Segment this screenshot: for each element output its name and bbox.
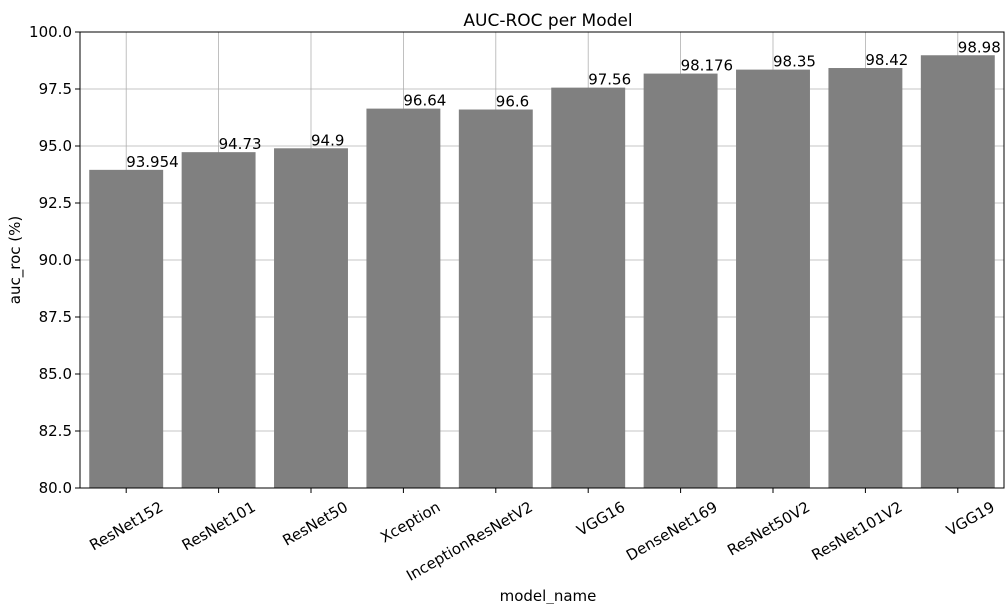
bar bbox=[643, 73, 718, 489]
value-label: 96.6 bbox=[496, 93, 529, 111]
plot-frame bbox=[79, 31, 1005, 489]
bar bbox=[828, 68, 903, 489]
value-label: 98.98 bbox=[958, 38, 1001, 56]
bars bbox=[89, 55, 995, 489]
bar bbox=[458, 109, 533, 489]
y-axis-ticks: 80.0 82.5 85.0 87.5 90.0 92.5 95.0 97.5 100.0 bbox=[29, 23, 80, 497]
bar bbox=[551, 87, 626, 489]
x-tick-label: DenseNet169 bbox=[623, 498, 721, 565]
value-label: 93.954 bbox=[126, 153, 179, 171]
bar bbox=[736, 69, 810, 489]
value-label: 94.9 bbox=[311, 131, 344, 149]
y-tick-label: 97.5 bbox=[39, 80, 72, 98]
value-labels: 93.954 94.73 94.9 96.64 96.6 97.56 98.176 98.35… bbox=[126, 38, 1001, 171]
bar bbox=[181, 152, 256, 488]
x-tick-label: Xception bbox=[377, 498, 443, 547]
value-label: 98.176 bbox=[681, 57, 734, 75]
x-tick-label: ResNet50V2 bbox=[724, 498, 813, 560]
x-tick-label: ResNet152 bbox=[86, 498, 166, 554]
bar bbox=[89, 169, 164, 488]
value-label: 94.73 bbox=[219, 135, 262, 153]
y-tick-label: 87.5 bbox=[39, 308, 72, 326]
y-tick-label: 100.0 bbox=[29, 23, 72, 41]
y-tick-label: 82.5 bbox=[39, 422, 72, 440]
x-tick-label: ResNet50 bbox=[279, 498, 351, 550]
y-tick-label: 85.0 bbox=[39, 365, 72, 383]
x-tick-label: ResNet101 bbox=[179, 498, 259, 554]
value-label: 97.56 bbox=[588, 71, 631, 89]
bar bbox=[920, 55, 995, 488]
x-tick-label: ResNet101V2 bbox=[808, 498, 905, 564]
chart-title: AUC-ROC per Model bbox=[463, 11, 632, 31]
y-tick-label: 90.0 bbox=[39, 251, 72, 269]
y-axis-label: auc_roc (%) bbox=[6, 216, 25, 304]
value-label: 96.64 bbox=[403, 92, 446, 110]
bar bbox=[274, 148, 348, 488]
x-tick-label: VGG16 bbox=[574, 498, 629, 540]
x-tick-label: VGG19 bbox=[943, 498, 998, 540]
x-axis-label: model_name bbox=[500, 587, 597, 604]
y-tick-label: 92.5 bbox=[39, 194, 72, 212]
value-label: 98.35 bbox=[773, 53, 816, 71]
value-label: 98.42 bbox=[865, 51, 908, 69]
y-tick-label: 80.0 bbox=[39, 479, 72, 497]
y-tick-label: 95.0 bbox=[39, 137, 72, 155]
bar bbox=[366, 108, 441, 488]
x-axis-ticks: ResNet152 ResNet101 ResNet50 XceptionIncept… bbox=[86, 488, 998, 585]
